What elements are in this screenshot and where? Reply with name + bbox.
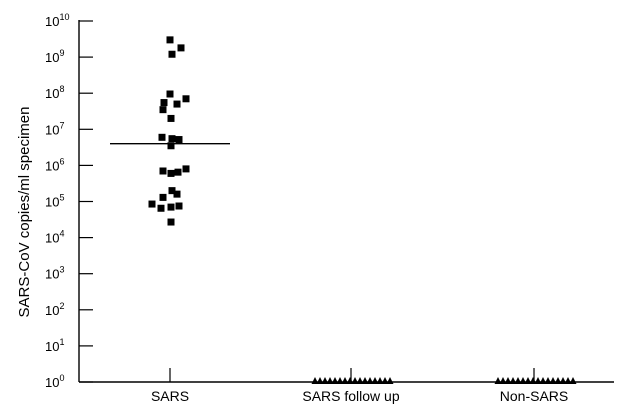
data-point-triangle bbox=[356, 377, 364, 384]
data-point-square bbox=[157, 204, 165, 212]
data-point-square bbox=[173, 100, 181, 108]
data-point-triangle bbox=[371, 377, 379, 384]
data-point-triangle bbox=[494, 377, 502, 384]
data-point-square bbox=[166, 90, 174, 98]
data-point-square bbox=[175, 202, 183, 210]
data-point-triangle bbox=[509, 377, 517, 384]
data-point-square bbox=[182, 165, 190, 173]
data-point-triangle bbox=[336, 377, 344, 384]
y-tick-label: 1010 bbox=[45, 12, 69, 29]
data-point-triangle bbox=[361, 377, 369, 384]
data-point-triangle bbox=[549, 377, 557, 384]
data-point-triangle bbox=[376, 377, 384, 384]
data-point-square bbox=[168, 135, 176, 143]
data-points bbox=[110, 36, 577, 384]
data-point-triangle bbox=[351, 377, 359, 384]
data-point-triangle bbox=[499, 377, 507, 384]
data-point-triangle bbox=[321, 377, 329, 384]
data-point-triangle bbox=[544, 377, 552, 384]
y-tick-label: 100 bbox=[45, 373, 64, 390]
x-category-label: Non-SARS bbox=[500, 388, 568, 404]
data-point-triangle bbox=[316, 377, 324, 384]
y-tick-label: 108 bbox=[45, 84, 64, 101]
data-point-square bbox=[167, 114, 175, 122]
data-point-triangle bbox=[559, 377, 567, 384]
y-tick-label: 102 bbox=[45, 301, 64, 318]
data-point-square bbox=[167, 218, 175, 226]
x-axis-categories: SARS SARS follow up Non-SARS bbox=[151, 368, 568, 404]
y-axis-ticks: 100 101 102 103 104 105 106 107 108 109 1010 bbox=[45, 12, 93, 390]
data-point-triangle bbox=[529, 377, 537, 384]
data-point-square bbox=[173, 190, 181, 198]
data-point-square bbox=[168, 187, 176, 195]
data-point-square bbox=[166, 36, 174, 44]
data-point-square bbox=[148, 200, 156, 208]
data-point-triangle bbox=[539, 377, 547, 384]
data-point-square bbox=[158, 133, 166, 141]
data-point-triangle bbox=[534, 377, 542, 384]
y-tick-label: 103 bbox=[45, 265, 64, 282]
data-point-square bbox=[167, 142, 175, 150]
y-tick-label: 105 bbox=[45, 193, 64, 210]
y-axis-label: SARS-CoV copies/ml specimen bbox=[16, 107, 33, 318]
data-point-triangle bbox=[524, 377, 532, 384]
data-point-square bbox=[182, 95, 190, 103]
y-tick-label: 104 bbox=[45, 229, 64, 246]
data-point-triangle bbox=[341, 377, 349, 384]
y-tick-label: 106 bbox=[45, 156, 64, 173]
data-point-triangle bbox=[519, 377, 527, 384]
data-point-square bbox=[167, 203, 175, 211]
data-point-triangle bbox=[386, 377, 394, 384]
data-point-triangle bbox=[554, 377, 562, 384]
data-point-triangle bbox=[514, 377, 522, 384]
y-tick-label: 107 bbox=[45, 120, 64, 137]
data-point-triangle bbox=[326, 377, 334, 384]
data-point-square bbox=[175, 136, 183, 144]
y-tick-label: 101 bbox=[45, 337, 64, 354]
data-point-triangle bbox=[331, 377, 339, 384]
data-point-square bbox=[159, 106, 167, 114]
data-point-square bbox=[168, 50, 176, 58]
data-point-triangle bbox=[381, 377, 389, 384]
data-point-square bbox=[174, 168, 182, 176]
data-point-square bbox=[160, 99, 168, 107]
data-point-triangle bbox=[564, 377, 572, 384]
y-tick-label: 109 bbox=[45, 48, 64, 65]
axes bbox=[78, 20, 614, 383]
data-point-square bbox=[159, 193, 167, 201]
data-point-triangle bbox=[569, 377, 577, 384]
data-point-triangle bbox=[346, 377, 354, 384]
data-point-square bbox=[159, 167, 167, 175]
x-category-label: SARS follow up bbox=[302, 388, 399, 404]
data-point-triangle bbox=[366, 377, 374, 384]
data-point-triangle bbox=[311, 377, 319, 384]
x-category-label: SARS bbox=[151, 388, 189, 404]
data-point-square bbox=[177, 44, 185, 52]
data-point-triangle bbox=[504, 377, 512, 384]
data-point-square bbox=[167, 169, 175, 177]
